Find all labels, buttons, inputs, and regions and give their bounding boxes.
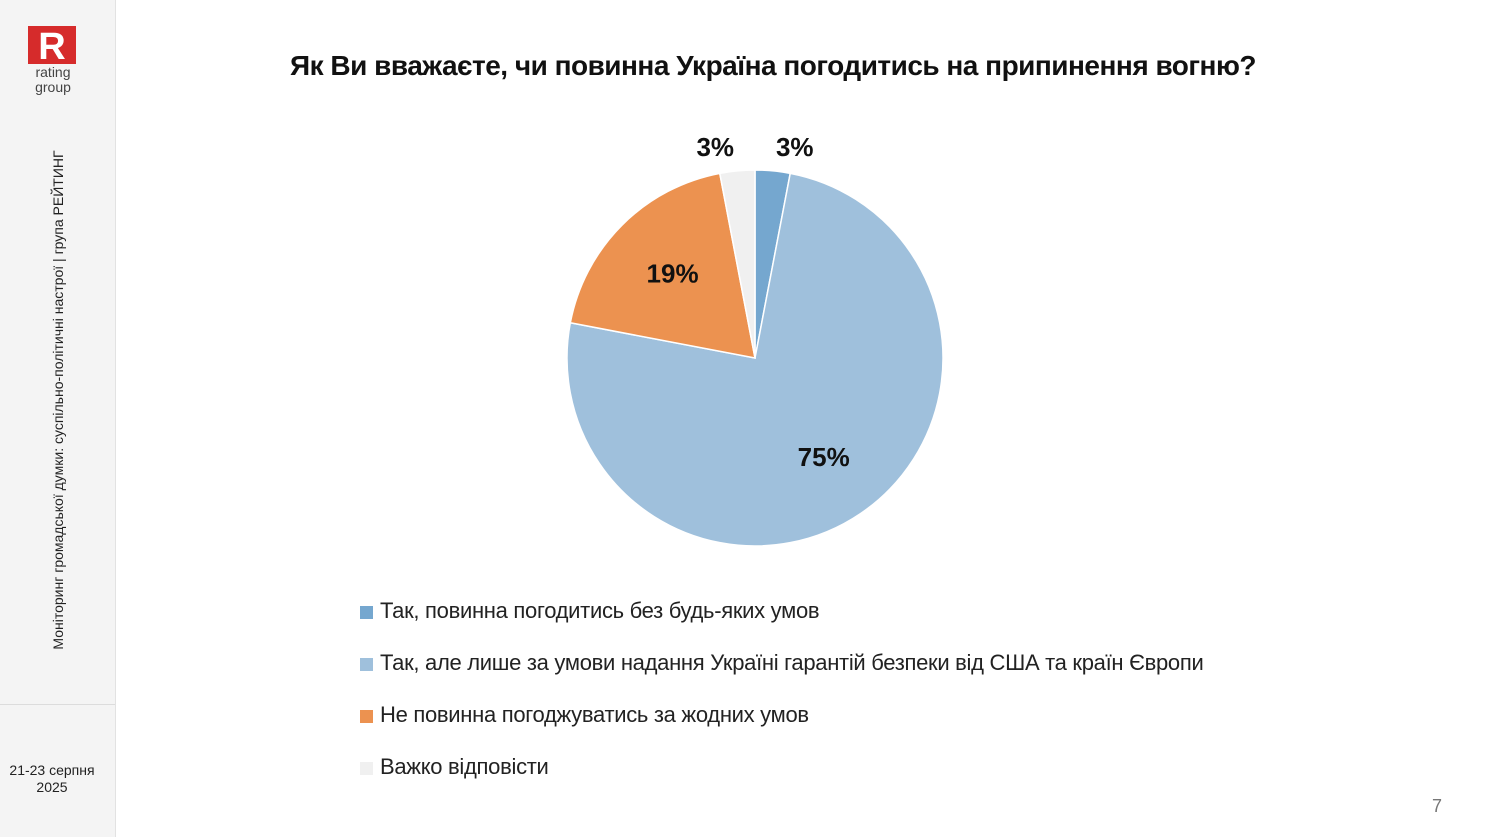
- pie-data-label-3: 19%: [647, 258, 699, 288]
- sidebar-vertical-caption: Моніторинг громадської думки: суспільно-…: [50, 150, 66, 650]
- page-number: 7: [1432, 796, 1443, 816]
- logo-text: rating group: [28, 65, 78, 95]
- legend-label-2: Так, але лише за умови надання Україні г…: [380, 650, 1204, 675]
- pie-data-label-2: 75%: [798, 442, 850, 472]
- legend-swatch-2: [360, 658, 373, 671]
- legend-label-3: Не повинна погоджуватись за жодних умов: [380, 702, 809, 727]
- survey-date: 21-23 серпня 2025: [0, 762, 104, 796]
- legend-label-4: Важко відповісти: [380, 754, 549, 779]
- sidebar: R rating group Моніторинг громадської ду…: [0, 0, 116, 837]
- logo-line-1: rating: [35, 64, 71, 80]
- legend-swatch-1: [360, 606, 373, 619]
- legend-swatch-3: [360, 710, 373, 723]
- svg-text:R: R: [38, 26, 65, 64]
- pie-data-label-1: 3%: [776, 132, 814, 162]
- legend-swatch-4: [360, 762, 373, 775]
- pie-slice-2: [566, 172, 944, 547]
- chart-title: Як Ви вважаєте, чи повинна Україна погод…: [290, 50, 1256, 81]
- pie-data-label-4: 3%: [696, 132, 734, 162]
- logo-r-icon: R: [28, 26, 76, 64]
- logo-line-2: group: [35, 79, 71, 95]
- sidebar-divider: [0, 704, 115, 705]
- survey-date-line-1: 21-23 серпня: [9, 762, 95, 778]
- pie-chart: 3% 75% 19% 3%: [566, 132, 944, 547]
- survey-date-line-2: 2025: [36, 779, 68, 795]
- pie-slice-4: [718, 169, 756, 359]
- pie-slice-3: [569, 172, 756, 359]
- legend-label-1: Так, повинна погодитись без будь-яких ум…: [380, 598, 820, 623]
